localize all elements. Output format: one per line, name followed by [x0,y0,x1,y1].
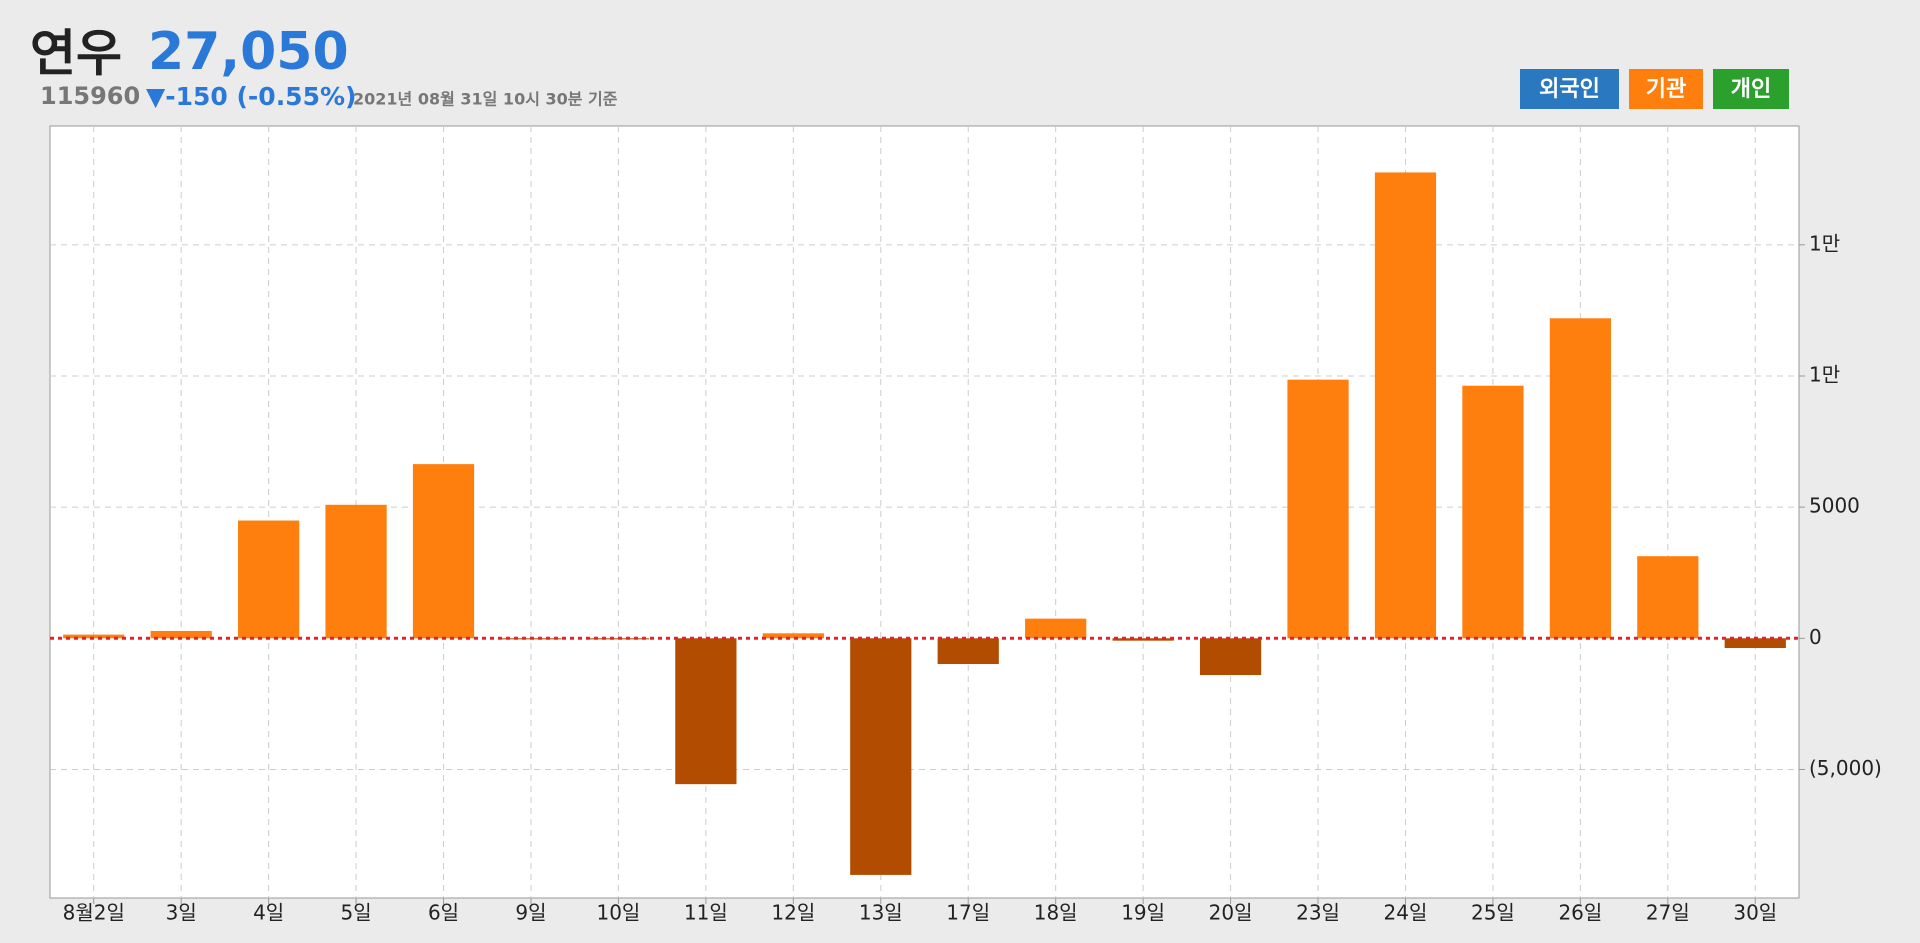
filter-button[interactable] [1520,69,1619,109]
x-tick-label: 3일 [166,901,197,925]
bar [412,464,475,639]
y-tick-label: 0 [1809,625,1822,649]
x-tick-label: 11일 [684,901,728,925]
x-tick-label: 9일 [515,901,546,925]
x-tick-label: 10일 [596,901,640,925]
bar [63,634,125,639]
x-tick-label: 19일 [1121,901,1165,925]
filter-button-label[interactable]: 외국인 [1539,77,1600,102]
y-tick-label: 1만 [1809,362,1840,386]
bar [1025,618,1087,639]
x-tick-label: 18일 [1034,901,1078,925]
timestamp: 2021년 08월 31일 10시 30분 기준 [353,90,618,109]
x-tick-label: 24일 [1384,901,1428,925]
x-tick-label: 12일 [771,901,815,925]
x-tick-label: 20일 [1209,901,1253,925]
bar [150,630,212,639]
bar [1462,385,1524,639]
price-change: ▼-150 (-0.55%) [146,82,356,111]
x-tick-label: 13일 [859,901,903,925]
x-tick-label: 6일 [428,901,459,925]
bar [675,638,737,785]
y-tick-label: (5,000) [1809,756,1882,780]
stock-name: 연우 [30,25,122,83]
filter-button[interactable] [1629,69,1703,109]
stock-code: 115960 [40,82,140,110]
bar [1374,172,1437,639]
y-tick-label: 1만 [1809,231,1840,255]
x-tick-label: 17일 [946,901,990,925]
bar [762,633,824,639]
x-tick-label: 27일 [1646,901,1690,925]
bar [937,638,999,665]
x-tick-label: 4일 [253,901,284,925]
x-tick-label: 30일 [1733,901,1777,925]
bar [1549,318,1611,639]
filter-button[interactable] [1713,69,1789,109]
bar [325,504,387,639]
bar [1112,638,1174,641]
bar [850,638,912,875]
x-tick-label: 23일 [1296,901,1340,925]
x-tick-label: 26일 [1558,901,1602,925]
bar [238,520,300,639]
bar [1637,556,1699,639]
y-tick-label: 5000 [1809,494,1860,518]
x-tick-label: 25일 [1471,901,1515,925]
x-tick-label: 8월2일 [63,901,125,925]
bar [1724,638,1786,649]
bar [1287,379,1349,639]
price: 27,050 [148,22,349,82]
bar [1199,638,1262,676]
x-tick-label: 5일 [341,901,372,925]
filter-button-label[interactable]: 기관 [1646,77,1686,102]
plot-area [49,125,1800,899]
filter-button-label[interactable]: 개인 [1731,77,1771,102]
